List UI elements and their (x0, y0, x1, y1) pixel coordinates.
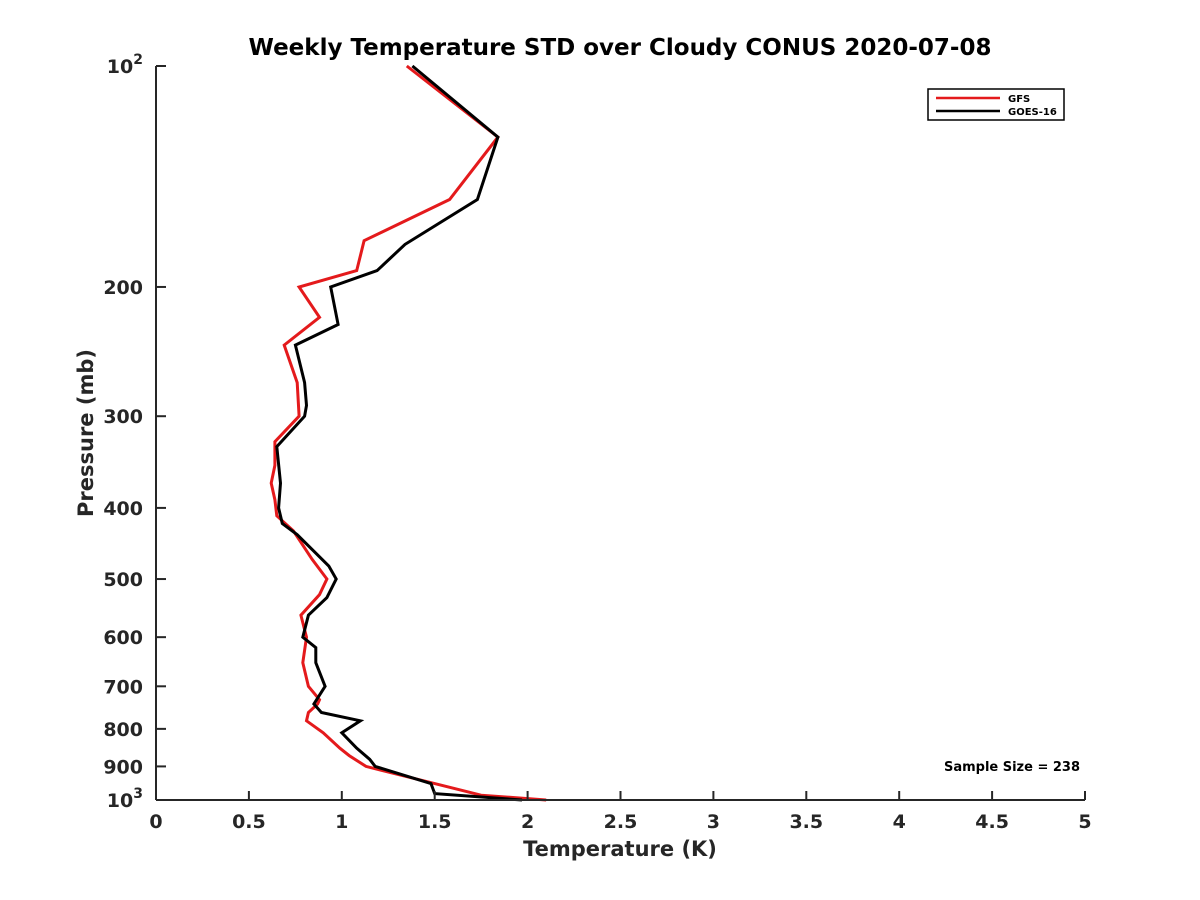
chart-title: Weekly Temperature STD over Cloudy CONUS… (249, 35, 992, 61)
axes-layer: 0 0.5 1 1.5 2 2.5 3 3.5 4 4.5 5 102 200 300 400 500 600 7… (103, 52, 1091, 833)
y-tick-label: 400 (103, 498, 143, 520)
series-layer (269, 64, 547, 802)
y-tick-label: 800 (103, 719, 143, 741)
y-tick-label: 500 (103, 569, 143, 591)
series-line-goes-16 (275, 64, 523, 802)
x-tick-label: 4.5 (975, 811, 1009, 833)
y-tick-label: 300 (103, 406, 143, 428)
legend-entry-label: GFS (1008, 94, 1030, 105)
x-tick-label: 2 (521, 811, 534, 833)
legend-box (927, 88, 1065, 121)
y-tick-label: 200 (103, 277, 143, 299)
legend-entry-label: GOES-16 (1008, 107, 1057, 118)
series-line-gfs (269, 64, 547, 802)
x-tick-label: 2.5 (604, 811, 638, 833)
x-tick-label: 0.5 (232, 811, 266, 833)
x-tick-label: 3 (707, 811, 720, 833)
legend: GFS GOES-16 (927, 88, 1065, 121)
y-tick-label: 600 (103, 627, 143, 649)
y-tick-label: 102 (107, 52, 143, 78)
y-tick-label: 700 (103, 676, 143, 698)
sample-size-annotation: Sample Size = 238 (944, 760, 1080, 775)
x-tick-label: 3.5 (789, 811, 823, 833)
x-tick-label: 5 (1078, 811, 1091, 833)
x-tick-label: 1 (335, 811, 348, 833)
y-tick-label: 900 (103, 756, 143, 778)
x-axis-label: Temperature (K) (523, 837, 717, 861)
x-tick-label: 4 (893, 811, 906, 833)
x-tick-label: 0 (149, 811, 162, 833)
y-tick-label: 103 (107, 786, 143, 812)
x-tick-label: 1.5 (418, 811, 452, 833)
y-axis-label: Pressure (mb) (74, 349, 98, 517)
